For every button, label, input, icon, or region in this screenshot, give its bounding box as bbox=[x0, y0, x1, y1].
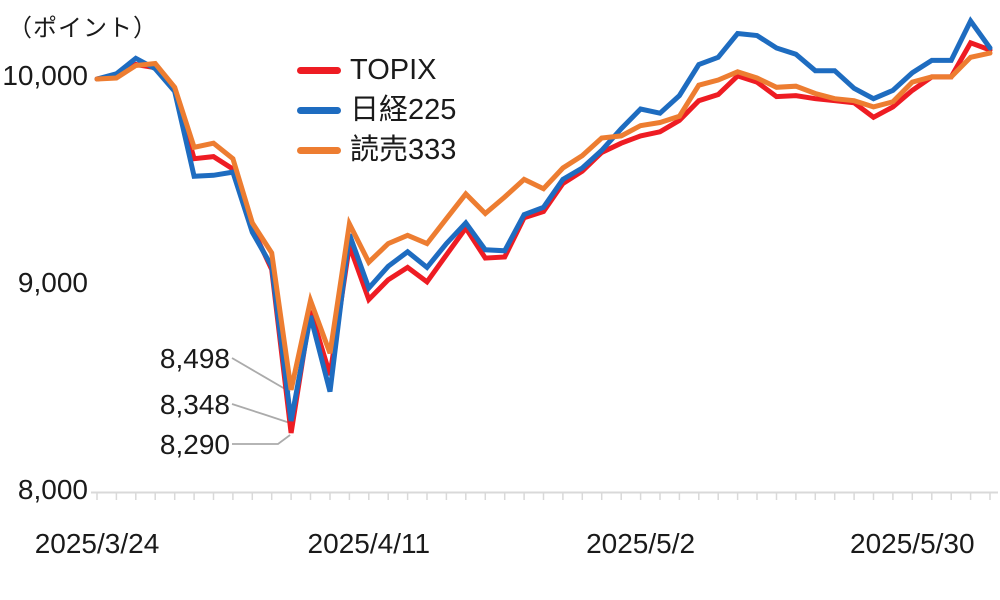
svg-text:8,348: 8,348 bbox=[160, 389, 230, 420]
svg-text:8,000: 8,000 bbox=[18, 474, 88, 505]
svg-text:2025/4/11: 2025/4/11 bbox=[308, 528, 431, 559]
legend-item-nikkei225: 日経225 bbox=[297, 95, 456, 126]
legend-label-yomiuri333: 読売333 bbox=[350, 134, 457, 166]
topix-line-swatch-icon bbox=[297, 67, 341, 74]
legend-label-nikkei225: 日経225 bbox=[350, 94, 457, 126]
legend-label-topix: TOPIX bbox=[350, 54, 437, 86]
svg-text:2025/5/30: 2025/5/30 bbox=[850, 528, 975, 559]
svg-text:10,000: 10,000 bbox=[2, 60, 88, 91]
yomiuri333-line-swatch-icon bbox=[297, 147, 341, 154]
svg-text:9,000: 9,000 bbox=[18, 267, 88, 298]
svg-text:8,290: 8,290 bbox=[160, 429, 230, 460]
legend-item-yomiuri333: 読売333 bbox=[297, 135, 456, 166]
nikkei225-line-swatch-icon bbox=[297, 107, 341, 114]
y-axis-unit-label: （ポイント） bbox=[8, 15, 158, 42]
svg-text:2025/5/2: 2025/5/2 bbox=[586, 528, 695, 559]
legend-item-topix: TOPIX bbox=[297, 55, 456, 86]
legend: TOPIX 日経225 読売333 bbox=[297, 55, 456, 166]
svg-text:2025/3/24: 2025/3/24 bbox=[35, 528, 160, 559]
svg-text:8,498: 8,498 bbox=[160, 343, 230, 374]
